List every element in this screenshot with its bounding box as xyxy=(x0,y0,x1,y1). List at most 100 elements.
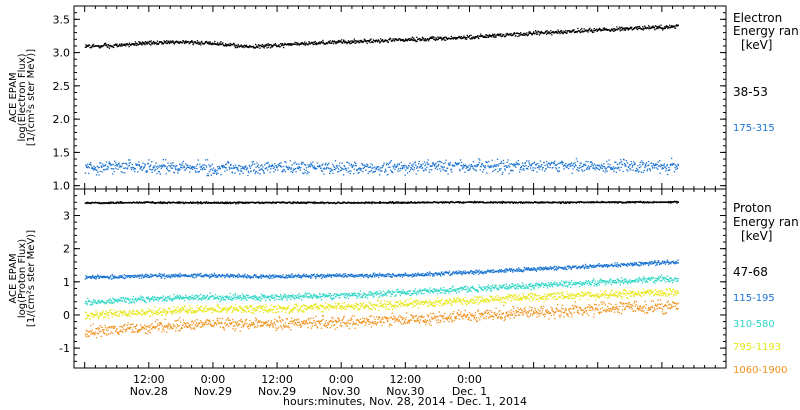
data-point xyxy=(97,274,99,276)
data-point xyxy=(408,38,410,40)
data-point xyxy=(586,166,589,169)
data-point xyxy=(485,161,488,163)
data-point xyxy=(135,202,137,204)
data-point xyxy=(466,34,468,37)
data-point xyxy=(196,40,199,42)
data-point xyxy=(593,163,595,165)
data-point xyxy=(571,164,574,166)
data-point xyxy=(291,44,293,46)
data-point xyxy=(340,274,342,276)
data-point xyxy=(484,167,486,169)
data-point xyxy=(214,170,216,172)
data-point xyxy=(87,202,89,205)
data-point xyxy=(533,169,535,172)
data-point xyxy=(566,268,568,271)
data-point xyxy=(104,276,107,278)
data-point xyxy=(487,165,490,167)
data-point xyxy=(624,164,627,166)
data-point xyxy=(583,31,585,33)
data-point xyxy=(137,171,139,173)
data-point xyxy=(370,163,372,165)
data-point xyxy=(166,274,168,276)
data-point xyxy=(326,274,328,277)
data-point xyxy=(542,31,544,34)
data-point xyxy=(311,276,313,278)
data-point xyxy=(293,276,296,278)
data-point xyxy=(210,174,212,176)
data-point xyxy=(334,41,337,44)
data-point xyxy=(285,165,287,167)
data-point xyxy=(655,28,657,30)
data-point xyxy=(515,166,517,168)
data-point xyxy=(206,275,208,277)
data-point xyxy=(148,274,150,277)
data-point xyxy=(492,34,494,36)
data-point xyxy=(242,274,244,276)
data-point xyxy=(620,166,622,168)
data-point xyxy=(145,42,147,44)
data-point xyxy=(399,170,401,172)
data-point xyxy=(323,167,325,169)
data-point xyxy=(261,202,263,204)
data-point xyxy=(237,201,239,204)
data-point xyxy=(435,37,437,39)
data-point xyxy=(395,165,397,168)
data-point xyxy=(405,39,407,42)
data-point xyxy=(94,168,96,171)
data-point xyxy=(287,43,289,45)
data-point xyxy=(501,270,503,273)
data-point xyxy=(172,41,174,43)
data-point xyxy=(661,168,663,170)
data-point xyxy=(508,269,510,271)
data-point xyxy=(505,165,507,167)
data-point xyxy=(210,275,212,277)
data-point xyxy=(398,274,400,277)
data-point xyxy=(400,201,402,203)
data-point xyxy=(176,201,178,203)
data-point xyxy=(557,170,559,172)
data-point xyxy=(278,276,280,278)
data-point xyxy=(634,201,636,203)
data-point xyxy=(185,167,187,170)
data-point xyxy=(133,43,135,45)
data-point xyxy=(324,164,326,166)
data-point xyxy=(652,167,654,169)
data-point xyxy=(441,272,443,275)
data-point xyxy=(619,162,621,164)
data-point xyxy=(334,41,336,43)
data-point xyxy=(448,201,450,204)
data-point xyxy=(406,172,409,174)
data-point xyxy=(579,164,581,167)
data-point xyxy=(245,44,248,46)
data-point xyxy=(120,276,123,279)
electron-legend-title: Energy ran xyxy=(733,24,799,38)
data-point xyxy=(650,27,652,29)
data-point xyxy=(342,201,344,203)
data-point xyxy=(161,41,163,44)
data-point xyxy=(304,44,306,46)
data-point xyxy=(368,40,370,42)
data-point xyxy=(199,275,201,277)
data-point xyxy=(150,276,152,278)
data-point xyxy=(632,28,634,30)
data-point xyxy=(536,268,539,270)
data-point xyxy=(492,170,494,173)
data-point xyxy=(107,44,110,46)
data-point xyxy=(590,165,592,168)
data-point xyxy=(482,169,485,171)
data-point xyxy=(420,38,422,40)
data-point xyxy=(454,36,456,39)
data-point xyxy=(154,168,157,171)
data-point xyxy=(652,27,654,29)
data-point xyxy=(495,165,497,168)
data-point xyxy=(336,42,338,44)
data-point xyxy=(154,41,156,44)
data-point xyxy=(363,40,365,42)
data-point xyxy=(423,161,426,163)
data-point xyxy=(673,171,676,173)
data-point xyxy=(381,273,384,275)
data-point xyxy=(433,38,436,40)
data-point xyxy=(627,201,629,204)
data-point xyxy=(470,164,473,166)
data-point xyxy=(306,171,309,173)
